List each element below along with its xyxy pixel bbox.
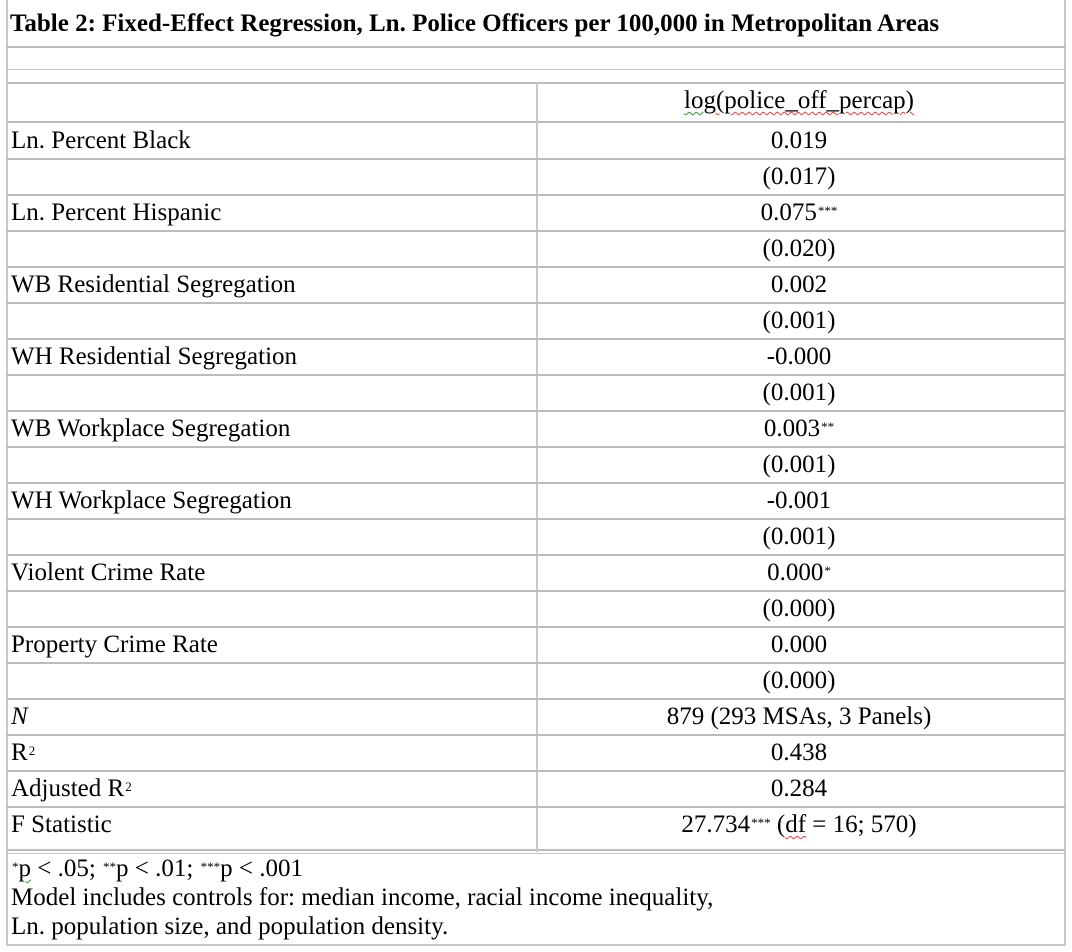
adj-r2-value: 0.284 <box>770 775 828 802</box>
right-border <box>1064 82 1066 852</box>
column-divider <box>536 82 538 852</box>
row-standard-error: (0.000) <box>762 595 836 622</box>
title-rule-lower <box>6 69 1066 70</box>
r2-value: 0.438 <box>770 739 828 766</box>
f-df-prefix: ( <box>776 811 786 838</box>
row-rule <box>6 446 1066 448</box>
sig-star-3: *** <box>200 859 221 874</box>
sig-rest-2: p < .01; <box>116 855 200 882</box>
note-line-2: Ln. population size, and population dens… <box>11 913 449 940</box>
row-standard-error: (0.017) <box>762 163 836 190</box>
row-coefficient: 0.003** <box>538 415 1060 443</box>
table-title: Table 2: Fixed-Effect Regression, Ln. Po… <box>10 10 940 37</box>
dependent-variable-header: log(police_off_percap) <box>538 87 1060 115</box>
row-standard-error: (0.000) <box>762 667 836 694</box>
row-rule <box>6 410 1066 412</box>
left-border <box>6 82 8 852</box>
row-label: WH Residential Segregation <box>11 343 298 370</box>
row-rule <box>6 158 1066 160</box>
row-rule <box>6 590 1066 592</box>
sig-p-1: p <box>18 855 32 882</box>
row-rule <box>6 662 1066 664</box>
row-rule <box>6 518 1066 520</box>
row-rule <box>6 338 1066 340</box>
row-rule <box>6 266 1066 268</box>
row-coefficient: 0.002 <box>538 271 1060 299</box>
row-coefficient: 0.000 <box>538 631 1060 659</box>
f-value: 27.734 <box>681 811 751 838</box>
adj-r2-label: Adjusted R2 <box>11 775 132 803</box>
coefficient-value: -0.001 <box>766 487 832 514</box>
n-value: 879 (293 MSAs, 3 Panels) <box>666 703 932 730</box>
coefficient-value: 0.000 <box>770 631 828 658</box>
row-label: Ln. Percent Hispanic <box>11 199 222 226</box>
row-rule <box>6 374 1066 376</box>
coefficient-value: 0.002 <box>770 271 828 298</box>
coefficient-value: 0.000 <box>767 559 824 586</box>
row-label: WB Residential Segregation <box>11 271 296 298</box>
r2-label: R2 <box>11 739 35 767</box>
row-rule <box>6 302 1066 304</box>
row-rule <box>6 734 1066 736</box>
dv-name: (police_off_percap) <box>715 87 914 114</box>
f-stat-label: F Statistic <box>11 811 112 838</box>
sig-rest-3: p < .001 <box>220 855 303 882</box>
row-coefficient: 0.075*** <box>538 199 1060 227</box>
row-rule <box>6 482 1066 484</box>
row-standard-error: (0.020) <box>762 235 836 262</box>
f-df-word: df <box>785 811 807 838</box>
table-notes: *p < .05; **p < .01; ***p < .001 Model i… <box>11 854 713 941</box>
adj-r2-superscript: 2 <box>125 779 132 794</box>
r2-superscript: 2 <box>28 743 36 758</box>
sig-rest-1: < .05; <box>31 855 103 882</box>
row-label: Property Crime Rate <box>11 631 218 658</box>
row-rule <box>6 698 1066 700</box>
row-rule <box>6 626 1066 628</box>
coefficient-value: 0.003 <box>763 415 821 442</box>
row-coefficient: 0.000* <box>538 559 1060 587</box>
row-rule <box>6 230 1066 232</box>
dv-prefix: log <box>684 87 716 114</box>
row-rule <box>6 770 1066 772</box>
title-rule <box>6 46 1066 48</box>
n-label: N <box>11 703 28 730</box>
table-bottom-rule-2 <box>6 853 1066 854</box>
row-standard-error: (0.001) <box>762 451 836 478</box>
significance-legend: *p < .05; **p < .01; ***p < .001 <box>11 854 713 883</box>
row-coefficient: -0.000 <box>538 343 1060 371</box>
row-rule <box>6 554 1066 556</box>
f-stars: *** <box>751 815 771 830</box>
significance-stars: *** <box>817 203 838 218</box>
row-coefficient: 0.019 <box>538 127 1060 155</box>
row-standard-error: (0.001) <box>762 523 836 550</box>
coefficient-value: 0.075 <box>760 199 817 226</box>
sig-star-2: ** <box>103 859 117 874</box>
sig-star-1: * <box>12 859 19 874</box>
row-label: Ln. Percent Black <box>11 127 191 154</box>
row-label: Violent Crime Rate <box>11 559 206 586</box>
row-coefficient: -0.001 <box>538 487 1060 515</box>
row-label: WB Workplace Segregation <box>11 415 291 442</box>
row-rule <box>6 194 1066 196</box>
row-rule <box>6 806 1066 808</box>
coefficient-value: -0.000 <box>766 343 832 370</box>
r2-text: R <box>11 739 28 766</box>
coefficient-value: 0.019 <box>770 127 828 154</box>
row-label: WH Workplace Segregation <box>11 487 292 514</box>
f-stat-value: 27.734*** (df = 16; 570) <box>538 811 1060 839</box>
row-standard-error: (0.001) <box>762 379 836 406</box>
row-standard-error: (0.001) <box>762 307 836 334</box>
significance-stars: ** <box>821 419 835 434</box>
f-df-rest: = 16; 570) <box>806 811 917 838</box>
note-line-1: Model includes controls for: median inco… <box>11 884 714 911</box>
adj-r2-text: Adjusted R <box>11 775 125 802</box>
significance-stars: * <box>824 563 831 578</box>
